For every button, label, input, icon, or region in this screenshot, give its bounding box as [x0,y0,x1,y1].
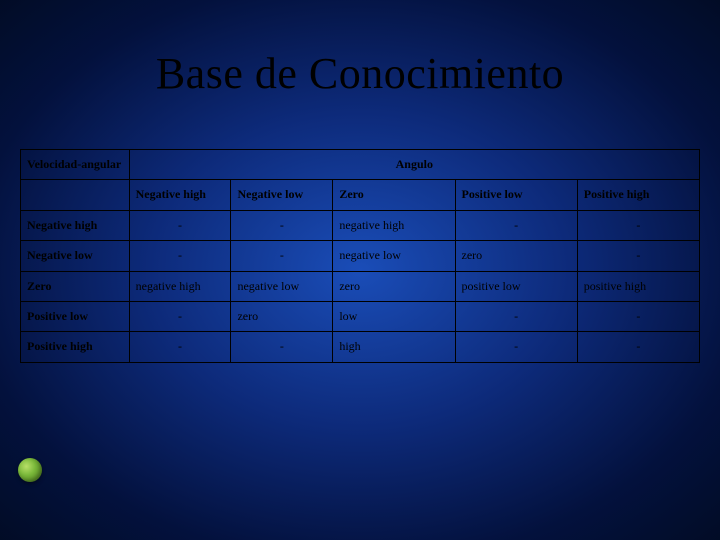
table-cell: positive high [577,271,699,301]
table-cell: - [129,332,231,362]
table-cell: - [577,210,699,240]
span-header-angulo: Angulo [129,150,699,180]
table-cell: positive low [455,271,577,301]
row-header: Negative low [21,241,130,271]
corner-header: Velocidad-angular [21,150,130,180]
table-cell: negative low [333,241,455,271]
empty-corner [21,180,130,210]
knowledge-table-wrap: Velocidad-angular Angulo Negative high N… [20,149,700,363]
table-cell: - [577,332,699,362]
table-row: Negative high - - negative high - - [21,210,700,240]
table-cell: zero [333,271,455,301]
col-header: Negative low [231,180,333,210]
table-cell: - [129,241,231,271]
table-cell: - [231,210,333,240]
table-row: Zero negative high negative low zero pos… [21,271,700,301]
row-header: Positive high [21,332,130,362]
col-header: Positive high [577,180,699,210]
table-cell: - [231,241,333,271]
table-cell: negative low [231,271,333,301]
table-cell: zero [231,301,333,331]
table-header-row-2: Negative high Negative low Zero Positive… [21,180,700,210]
table-cell: high [333,332,455,362]
col-header: Positive low [455,180,577,210]
table-cell: negative high [129,271,231,301]
table-cell: zero [455,241,577,271]
table-cell: - [577,241,699,271]
table-cell: negative high [333,210,455,240]
table-cell: - [577,301,699,331]
table-cell: - [129,210,231,240]
row-header: Positive low [21,301,130,331]
table-row: Positive high - - high - - [21,332,700,362]
table-cell: - [455,210,577,240]
row-header: Negative high [21,210,130,240]
table-cell: - [129,301,231,331]
row-header: Zero [21,271,130,301]
table-cell: low [333,301,455,331]
bullet-icon [18,458,42,482]
table-cell: - [455,332,577,362]
table-row: Positive low - zero low - - [21,301,700,331]
table-cell: - [231,332,333,362]
knowledge-table: Velocidad-angular Angulo Negative high N… [20,149,700,363]
col-header: Negative high [129,180,231,210]
table-header-row-1: Velocidad-angular Angulo [21,150,700,180]
col-header: Zero [333,180,455,210]
table-row: Negative low - - negative low zero - [21,241,700,271]
table-cell: - [455,301,577,331]
slide-title: Base de Conocimiento [0,0,720,99]
